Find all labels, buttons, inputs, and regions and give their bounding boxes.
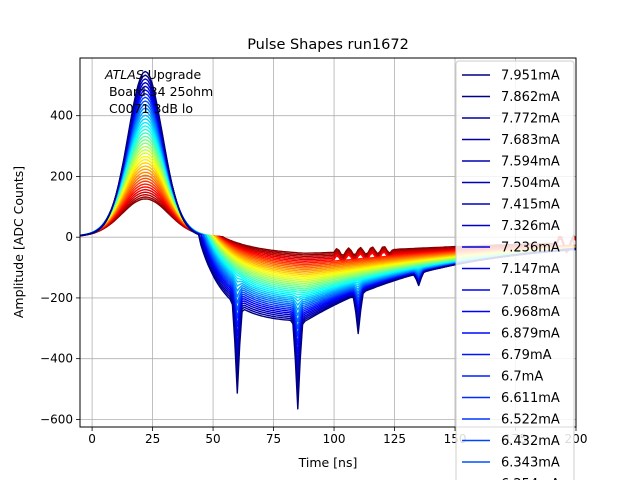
legend-label: 7.862mA bbox=[501, 90, 560, 105]
x-tick-label: 0 bbox=[88, 432, 96, 446]
y-axis-label: Amplitude [ADC Counts] bbox=[11, 166, 26, 318]
legend-label: 6.79mA bbox=[501, 348, 552, 363]
y-tick-label: −600 bbox=[40, 412, 73, 426]
y-tick-label: 200 bbox=[50, 169, 73, 183]
y-axis-ticks: −600 −400 −200 0 200 400 bbox=[40, 109, 80, 426]
annotation-atlas: ATLAS bbox=[104, 67, 144, 82]
annotation-line-1: ATLAS Upgrade bbox=[104, 67, 201, 82]
x-tick-label: 50 bbox=[205, 432, 220, 446]
x-axis-label: Time [ns] bbox=[298, 455, 358, 470]
legend-label: 6.7mA bbox=[501, 370, 543, 385]
legend-label: 7.326mA bbox=[501, 219, 560, 234]
legend-label: 7.415mA bbox=[501, 198, 560, 213]
legend-label: 7.683mA bbox=[501, 133, 560, 148]
y-tick-label: 400 bbox=[50, 109, 73, 123]
legend: 7.951mA 7.862mA 7.772mA 7.683mA 7.594mA 7.504… bbox=[455, 60, 575, 480]
legend-label: 6.879mA bbox=[501, 327, 560, 342]
annotation-atlas-suffix: Upgrade bbox=[144, 67, 202, 82]
legend-label: 6.968mA bbox=[501, 305, 560, 320]
y-tick-label: −200 bbox=[40, 291, 73, 305]
legend-label: 6.522mA bbox=[501, 413, 560, 428]
annotation: ATLAS Upgrade Board 34 25ohm C0071 3dB l… bbox=[104, 67, 213, 116]
legend-label: 7.772mA bbox=[501, 112, 560, 127]
legend-label: 7.504mA bbox=[501, 176, 560, 191]
plot-frame bbox=[79, 57, 577, 428]
legend-label: 7.147mA bbox=[501, 262, 560, 277]
chart-title: Pulse Shapes run1672 bbox=[247, 37, 409, 53]
x-tick-label: 100 bbox=[323, 432, 346, 446]
legend-label: 6.254mA bbox=[501, 477, 560, 480]
legend-label: 7.236mA bbox=[501, 241, 560, 256]
x-tick-label: 125 bbox=[383, 432, 406, 446]
legend-label: 7.951mA bbox=[501, 69, 560, 84]
legend-label: 7.594mA bbox=[501, 155, 560, 170]
x-tick-label: 25 bbox=[145, 432, 160, 446]
legend-label: 6.611mA bbox=[501, 391, 560, 406]
legend-label: 6.343mA bbox=[501, 456, 560, 471]
y-tick-label: −400 bbox=[40, 352, 73, 366]
x-tick-label: 75 bbox=[266, 432, 281, 446]
y-tick-label: 0 bbox=[65, 230, 73, 244]
legend-label: 6.432mA bbox=[501, 434, 560, 449]
annotation-line-3: C0071 3dB lo bbox=[105, 101, 193, 116]
annotation-line-2: Board 34 25ohm bbox=[105, 84, 213, 99]
legend-label: 7.058mA bbox=[501, 284, 560, 299]
